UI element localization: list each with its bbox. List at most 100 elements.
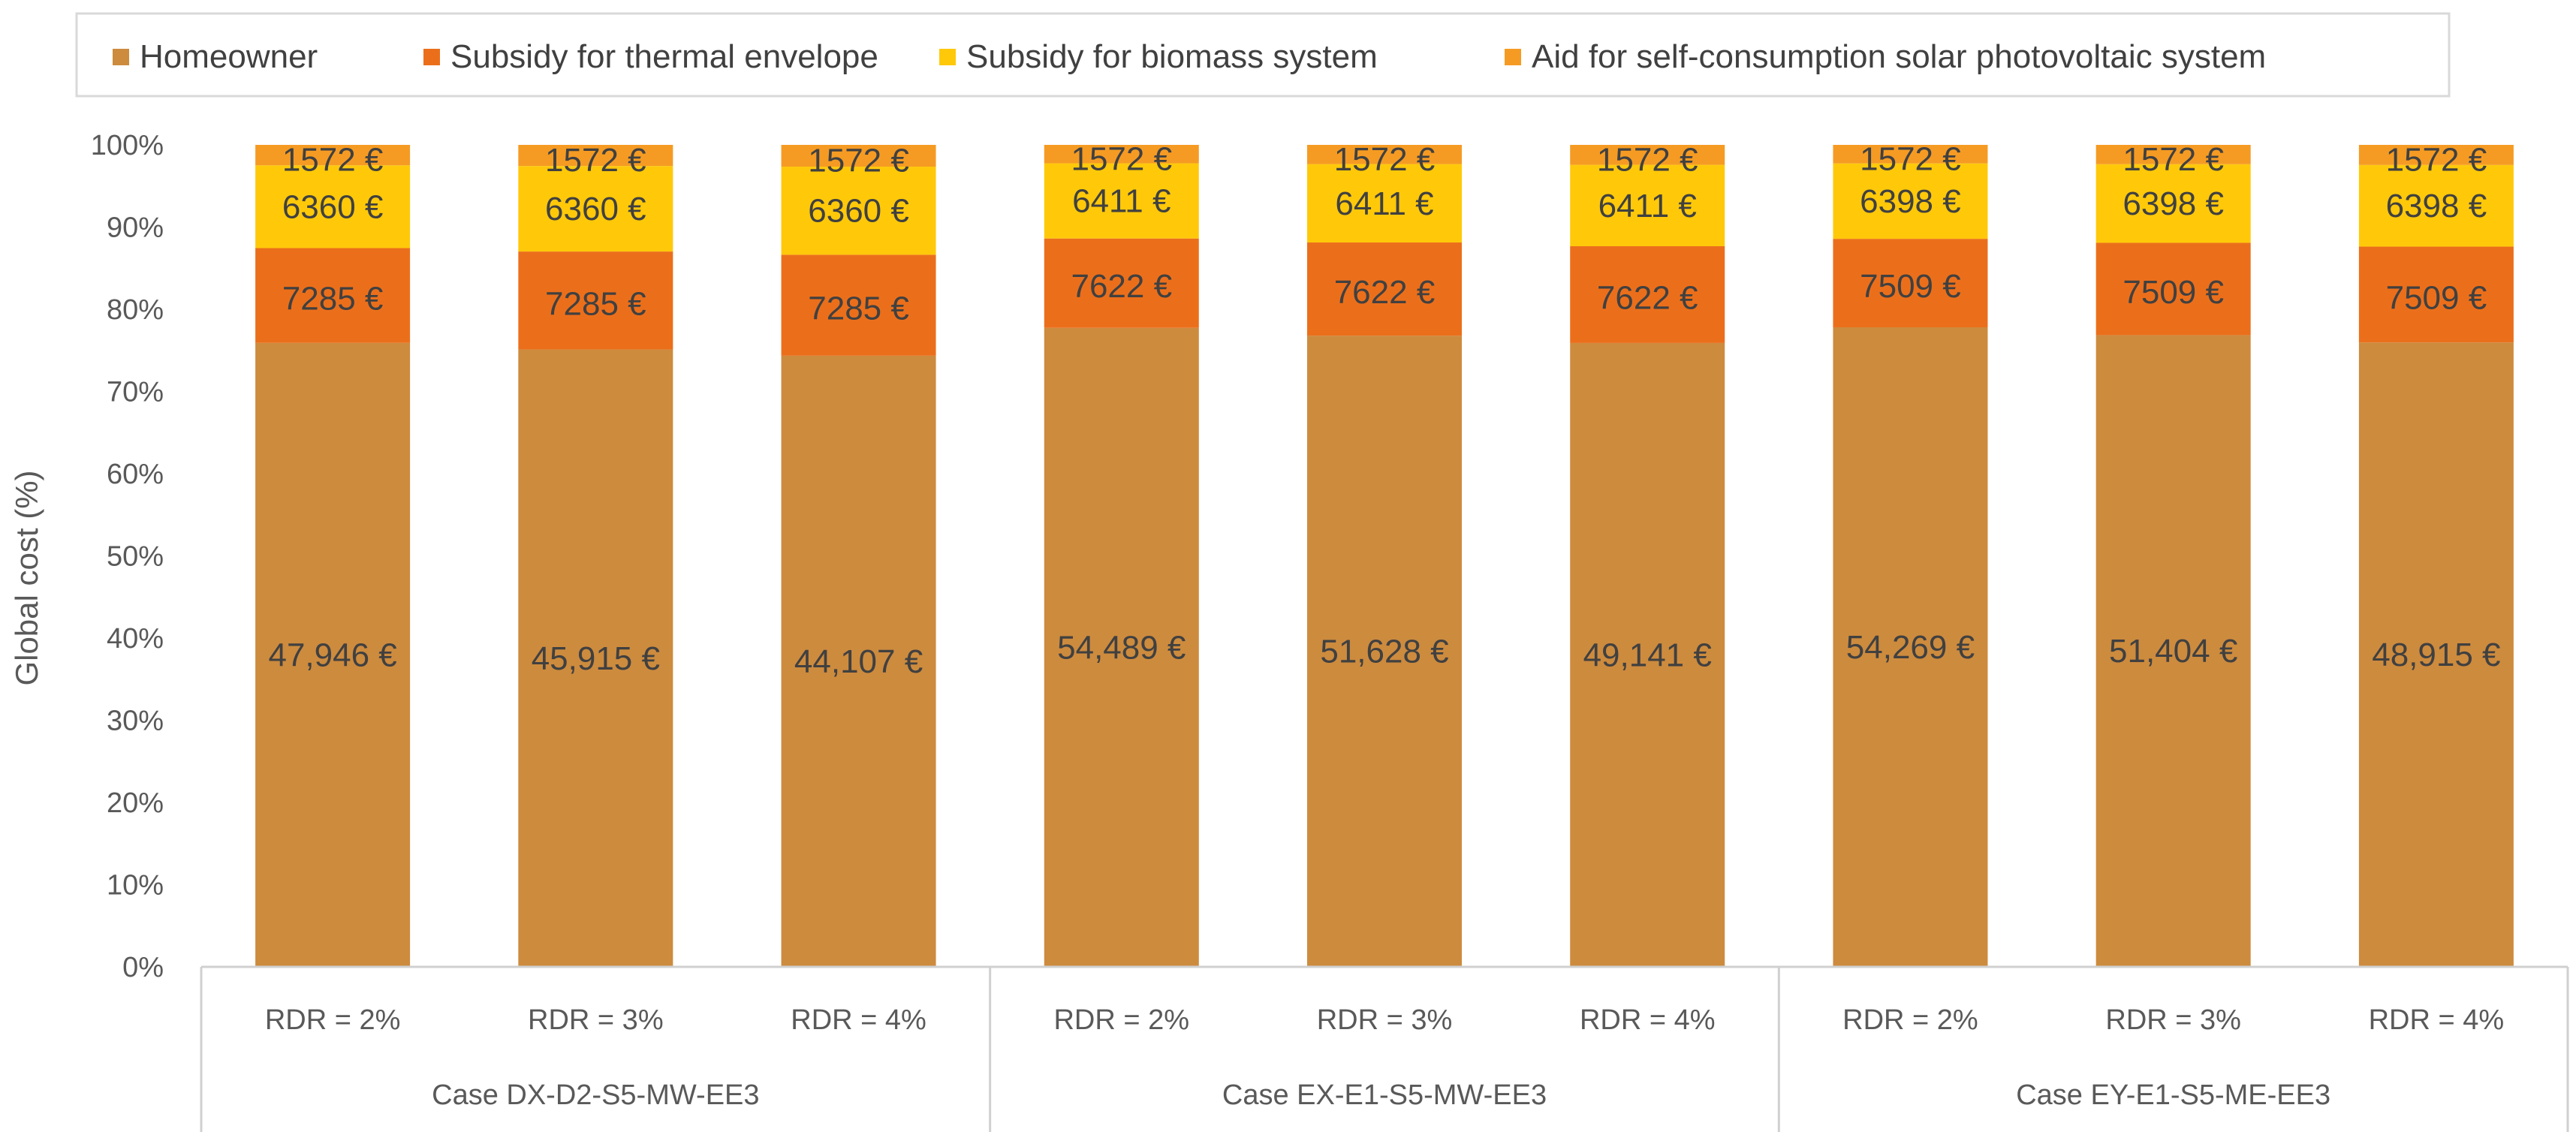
bar-segment — [1833, 327, 1988, 967]
data-label: 1572 € — [2386, 141, 2487, 178]
data-label: 49,141 € — [1583, 637, 1712, 673]
bar-segment — [518, 251, 673, 350]
bar-segment — [1307, 145, 1462, 164]
y-tick-label: 40% — [107, 623, 164, 655]
data-label: 7622 € — [1071, 268, 1172, 305]
data-label: 6360 € — [545, 191, 646, 227]
x-category-label: RDR = 3% — [2105, 1004, 2241, 1036]
bar-stack: 51,628 € 7622 € 6411 € 1572 € — [1307, 141, 1462, 968]
bar-segment — [781, 254, 936, 356]
bar-segment — [255, 145, 411, 166]
data-label: 6411 € — [1335, 185, 1433, 222]
data-label: 6411 € — [1598, 188, 1697, 224]
bar-segment — [2358, 145, 2514, 165]
y-tick-label: 70% — [107, 377, 164, 408]
x-group-label: Case EY-E1-S5-ME-EE3 — [2016, 1079, 2330, 1111]
x-category-label: RDR = 4% — [2369, 1004, 2505, 1036]
bar-segment — [2358, 164, 2514, 247]
legend-label: Subsidy for thermal envelope — [450, 38, 878, 75]
bar-stack: 54,489 € 7622 € 6411 € 1572 € — [1044, 140, 1199, 967]
bar-segment — [781, 145, 936, 167]
x-category-label: RDR = 3% — [1317, 1004, 1453, 1036]
bar-stack: 47,946 € 7285 € 6360 € 1572 € — [255, 142, 411, 967]
data-label: 1572 € — [1334, 141, 1436, 178]
data-label: 54,269 € — [1846, 629, 1975, 666]
data-label: 1572 € — [545, 142, 646, 179]
legend-box — [75, 12, 2451, 98]
bar-segment — [518, 166, 673, 252]
bar-segment — [2095, 335, 2251, 967]
bar-segment — [1833, 239, 1988, 328]
y-tick-label: 60% — [107, 459, 164, 490]
data-label: 6411 € — [1072, 183, 1170, 220]
y-tick-label: 20% — [107, 787, 164, 819]
bar-segment — [2358, 246, 2514, 343]
y-tick-label: 50% — [107, 541, 164, 573]
legend-label: Aid for self-consumption solar photovolt… — [1532, 38, 2266, 75]
legend-item: Homeowner — [113, 38, 318, 75]
data-label: 6360 € — [808, 193, 909, 230]
data-label: 44,107 € — [794, 643, 923, 680]
data-label: 1572 € — [282, 142, 384, 179]
legend-swatch — [1505, 49, 1521, 65]
bar-segment — [1570, 164, 1725, 247]
bar-segment — [1570, 246, 1725, 343]
legend-swatch — [423, 49, 440, 65]
data-label: 7622 € — [1597, 279, 1698, 316]
data-label: 54,489 € — [1057, 629, 1186, 666]
bar-segment — [1307, 242, 1462, 336]
bar-segment — [1570, 145, 1725, 165]
bar-segment — [1044, 238, 1199, 328]
legend-swatch — [113, 49, 129, 65]
data-label: 1572 € — [2123, 141, 2224, 178]
y-tick-label: 10% — [107, 870, 164, 902]
bar-segment — [1833, 163, 1988, 239]
x-category-label: RDR = 4% — [791, 1004, 926, 1036]
bar-segment — [2358, 342, 2514, 968]
data-label: 7509 € — [1860, 268, 1961, 305]
bar-segment — [1570, 342, 1725, 967]
data-label: 1572 € — [808, 143, 909, 179]
y-tick-label: 90% — [107, 212, 164, 244]
x-category-label: RDR = 2% — [265, 1004, 401, 1036]
data-label: 6398 € — [1860, 183, 1961, 220]
legend-item: Subsidy for biomass system — [939, 38, 1378, 75]
bar-segment — [1044, 145, 1199, 164]
data-label: 1572 € — [1597, 141, 1698, 178]
x-axis: RDR = 2% RDR = 3% RDR = 4% Case DX-D2-S5-MW… — [200, 965, 2569, 1132]
bar-segment — [1044, 327, 1199, 967]
bar-segment — [255, 165, 411, 248]
bar-segment — [1307, 164, 1462, 243]
bar-stack: 54,269 € 7509 € 6398 € 1572 € — [1833, 140, 1988, 967]
bar-segment — [255, 342, 411, 967]
x-category-label: RDR = 2% — [1053, 1004, 1189, 1036]
bar-segment — [518, 349, 673, 967]
bars: 47,946 € 7285 € 6360 € 1572 € 45,915 € 7285 €… — [255, 140, 2514, 968]
y-tick-label: 0% — [122, 952, 164, 983]
data-label: 7509 € — [2386, 279, 2487, 316]
y-tick-label: 80% — [107, 294, 164, 326]
bar-segment — [1833, 145, 1988, 164]
data-label: 6398 € — [2386, 188, 2487, 224]
data-label: 6398 € — [2123, 185, 2224, 222]
y-axis-title: Global cost (%) — [9, 470, 44, 685]
bar-stack: 45,915 € 7285 € 6360 € 1572 € — [518, 142, 673, 967]
x-category-label: RDR = 4% — [1580, 1004, 1716, 1036]
bar-segment — [518, 145, 673, 167]
bar-segment — [2095, 164, 2251, 243]
x-category-label: RDR = 2% — [1842, 1004, 1978, 1036]
x-group-label: Case EX-E1-S5-MW-EE3 — [1222, 1079, 1547, 1111]
data-label: 7285 € — [282, 281, 384, 318]
data-label: 7285 € — [545, 285, 646, 322]
bar-stack: 51,404 € 7509 € 6398 € 1572 € — [2095, 141, 2251, 967]
legend: Homeowner Subsidy for thermal envelope Sub… — [75, 12, 2451, 98]
data-label: 1572 € — [1860, 140, 1961, 177]
legend-label: Homeowner — [140, 38, 318, 75]
x-group-label: Case DX-D2-S5-MW-EE3 — [432, 1079, 759, 1111]
data-label: 1572 € — [1071, 140, 1172, 177]
data-label: 45,915 € — [532, 640, 660, 677]
data-label: 6360 € — [282, 188, 384, 225]
bar-segment — [781, 167, 936, 255]
data-label: 47,946 € — [268, 637, 396, 673]
